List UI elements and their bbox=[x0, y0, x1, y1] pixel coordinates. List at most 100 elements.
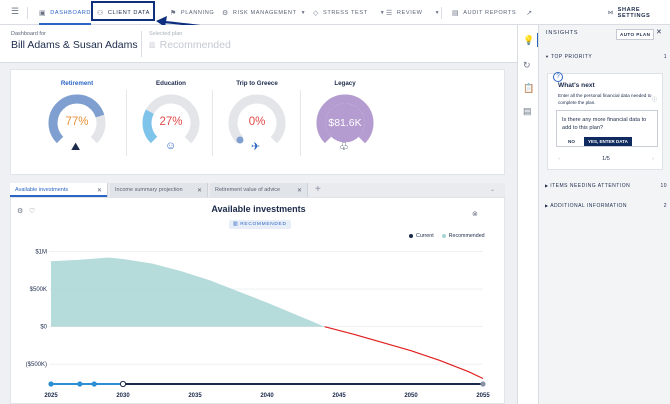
add-tab-icon[interactable]: + bbox=[315, 184, 321, 195]
nav-dashboard[interactable]: ▣ DASHBOARD bbox=[39, 0, 92, 25]
x-tick-label: 2045 bbox=[332, 393, 346, 399]
question-box: Is there any more financial data to add … bbox=[556, 110, 658, 147]
settings-icon[interactable]: ⚙ bbox=[17, 208, 24, 215]
chevron-left-icon[interactable]: ‹ bbox=[558, 156, 560, 162]
dashboard-icon: ▣ bbox=[39, 9, 47, 17]
card-pager: ‹ 1/5 › bbox=[548, 156, 664, 162]
clipboard-icon[interactable]: 📋 bbox=[523, 83, 535, 93]
goals-panel: Retirement 77% ⛰ Education 27% ☺ Trip to… bbox=[10, 69, 505, 175]
goal-gauge bbox=[48, 94, 106, 152]
chevron-down-icon[interactable]: ⌄ bbox=[490, 187, 496, 193]
goal-divider bbox=[300, 90, 301, 156]
nav-stress-test[interactable]: ◇ STRESS TEST ▼ bbox=[313, 9, 386, 17]
goal-value: 27% bbox=[159, 116, 183, 128]
nav-review[interactable]: ☰ REVIEW ▼ bbox=[386, 9, 441, 17]
legend-recommended: Recommended bbox=[441, 233, 485, 239]
no-button[interactable]: NO bbox=[568, 139, 575, 144]
shortfall-line bbox=[324, 326, 484, 380]
section-items-needing-attention[interactable]: ▶ ITEMS NEEDING ATTENTION 10 bbox=[545, 183, 667, 189]
close-icon[interactable]: ✕ bbox=[296, 187, 302, 194]
section-count: 10 bbox=[660, 183, 667, 189]
info-icon[interactable]: ⓘ bbox=[652, 97, 658, 103]
nav-audit-reports[interactable]: ▤ AUDIT REPORTS ↗ bbox=[452, 9, 533, 17]
y-tick-label: ($500K) bbox=[26, 362, 47, 368]
y-tick-label: $500K bbox=[30, 287, 47, 293]
travel-icon: ✈ bbox=[251, 141, 261, 153]
nav-client-data[interactable]: ⚇ CLIENT DATA bbox=[97, 9, 150, 17]
family-icon: ♧ bbox=[339, 141, 349, 153]
section-additional-information[interactable]: ▶ ADDITIONAL INFORMATION 2 bbox=[545, 203, 667, 209]
document-icon: ☰ bbox=[386, 9, 393, 17]
chevron-down-icon: ▼ bbox=[300, 9, 307, 16]
goal-gauge bbox=[316, 94, 374, 152]
client-name: Bill Adams & Susan Adams bbox=[11, 39, 138, 51]
x-tick-label: 2025 bbox=[44, 393, 58, 399]
close-icon[interactable]: ✕ bbox=[96, 187, 102, 194]
mountain-flag-icon: ⛰ bbox=[71, 141, 81, 153]
lightbulb-icon[interactable]: 💡 bbox=[523, 35, 535, 45]
section-top-priority[interactable]: ▼ TOP PRIORITY 1 bbox=[545, 54, 667, 60]
chevron-down-icon: ▼ bbox=[545, 54, 552, 59]
auto-plan-button[interactable]: AUTO PLAN bbox=[616, 29, 655, 40]
chart-title: Available investments bbox=[211, 204, 306, 214]
card-heading: What's next bbox=[558, 82, 595, 89]
header-divider bbox=[141, 31, 142, 57]
goal-trip-to-greece[interactable]: Trip to Greece 0% ✈ bbox=[213, 70, 301, 176]
yes-enter-data-button[interactable]: YES, ENTER DATA bbox=[584, 137, 632, 146]
timeline-point bbox=[77, 381, 83, 387]
notes-icon[interactable]: ▤ bbox=[523, 106, 532, 116]
flag-icon: ⚑ bbox=[170, 9, 177, 17]
client-data-highlight bbox=[91, 1, 155, 21]
timeline-point bbox=[119, 380, 127, 388]
recommended-badge: ▥ RECOMMENDED bbox=[229, 220, 291, 229]
chevron-right-icon: ▶ bbox=[545, 183, 551, 188]
nav-risk-management[interactable]: ⚙ RISK MANAGEMENT ▼ bbox=[222, 9, 307, 17]
nav-planning[interactable]: ⚑ PLANNING bbox=[170, 9, 215, 17]
dashboard-for-label: Dashboard for bbox=[11, 31, 46, 37]
close-circle-icon[interactable]: ⊗ bbox=[472, 211, 478, 218]
chevron-down-icon: ▼ bbox=[434, 9, 441, 16]
selected-plan-label: Selected plan bbox=[149, 31, 183, 37]
timeline-point bbox=[91, 381, 97, 387]
x-tick-label: 2055 bbox=[476, 393, 490, 399]
share-icon: ⋈ bbox=[608, 9, 614, 16]
refresh-icon[interactable]: ↻ bbox=[523, 60, 531, 70]
nav-divider bbox=[441, 7, 442, 19]
tab-retirement-value-of-advice[interactable]: Retirement value of advice ✕ bbox=[210, 183, 308, 197]
timeline-point bbox=[48, 381, 54, 387]
close-icon[interactable]: ✕ bbox=[196, 187, 202, 194]
heart-icon[interactable]: ♡ bbox=[29, 208, 36, 215]
external-link-icon: ↗ bbox=[526, 9, 533, 17]
selected-plan-name[interactable]: ▥ Recommended bbox=[149, 39, 231, 51]
goal-divider bbox=[212, 90, 213, 156]
goal-value: 0% bbox=[248, 116, 266, 128]
x-tick-label: 2050 bbox=[404, 393, 418, 399]
goal-title: Education bbox=[156, 80, 186, 87]
tab-available-investments[interactable]: Available investments ✕ bbox=[10, 183, 108, 197]
hamburger-menu-icon[interactable]: ☰ bbox=[11, 6, 20, 16]
goal-education[interactable]: Education 27% ☺ bbox=[127, 70, 215, 176]
chevron-right-icon[interactable]: › bbox=[652, 156, 654, 162]
chevron-right-icon: ▶ bbox=[545, 203, 551, 208]
y-tick-label: $0 bbox=[40, 325, 47, 331]
section-count: 1 bbox=[663, 54, 667, 60]
share-settings-button[interactable]: ⋈ SHARE SETTINGS bbox=[608, 6, 651, 19]
nav-divider bbox=[27, 7, 28, 19]
goal-title: Legacy bbox=[334, 80, 356, 87]
people-icon: ⚇ bbox=[97, 9, 104, 17]
plan-icon: ▥ bbox=[149, 42, 156, 49]
dashboard-header: Dashboard for Bill Adams & Susan Adams S… bbox=[0, 25, 517, 63]
tab-income-summary-projection[interactable]: Income summary projection ✕ bbox=[110, 183, 208, 197]
goal-retirement[interactable]: Retirement 77% ⛰ bbox=[33, 70, 121, 176]
goal-legacy[interactable]: Legacy $81.6K ♧ bbox=[301, 70, 389, 176]
plan-icon: ▥ bbox=[233, 222, 241, 227]
chevron-down-icon: ▼ bbox=[379, 9, 386, 16]
goal-gauge bbox=[142, 94, 200, 152]
chart-panel: ⚙ ♡ Available investments ▥ RECOMMENDED … bbox=[10, 197, 505, 404]
chart-tabs: Available investments ✕ Income summary p… bbox=[10, 183, 505, 197]
goal-gauge bbox=[228, 94, 286, 152]
report-icon: ▤ bbox=[452, 9, 460, 17]
close-icon[interactable]: ✕ bbox=[656, 29, 662, 36]
goal-title: Trip to Greece bbox=[236, 80, 278, 87]
y-tick-label: $1M bbox=[35, 250, 47, 256]
